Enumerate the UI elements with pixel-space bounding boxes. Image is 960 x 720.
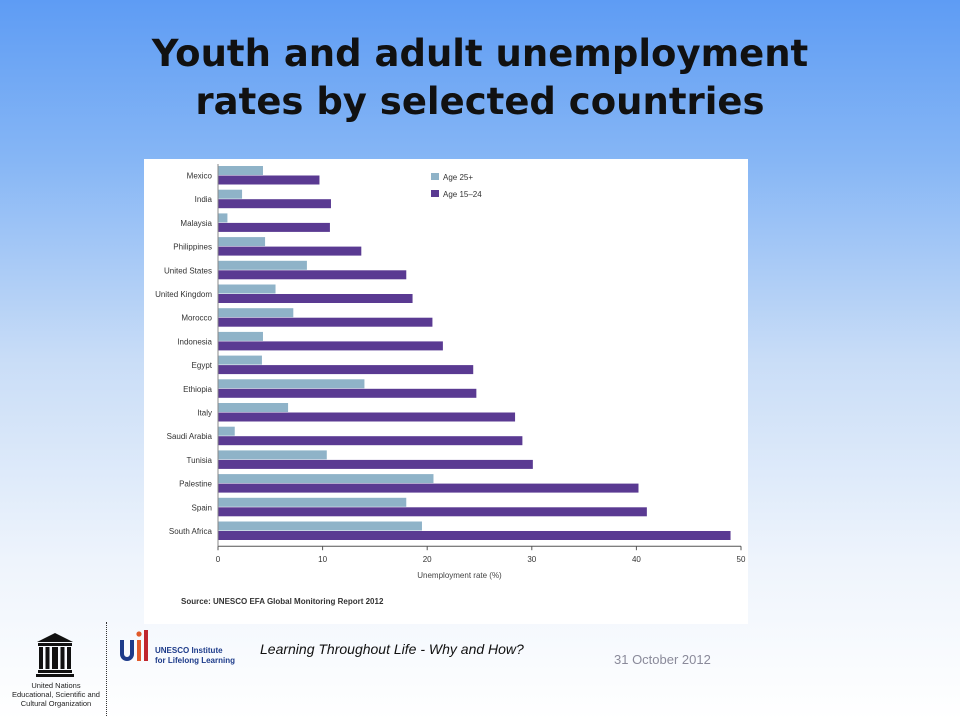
bar-age-25-plus [218, 260, 307, 270]
chart-source-note: Source: UNESCO EFA Global Monitoring Rep… [181, 597, 384, 606]
bar-age-25-plus [218, 426, 235, 436]
bar-age-15-24 [218, 317, 433, 327]
bar-age-15-24 [218, 199, 331, 209]
bar-age-25-plus [218, 474, 434, 484]
bar-age-25-plus [218, 497, 407, 507]
category-label: Saudi Arabia [167, 432, 213, 441]
bar-age-15-24 [218, 270, 407, 280]
bar-age-25-plus [218, 450, 327, 460]
uil-name-line: UNESCO Institute [155, 646, 223, 655]
bar-age-25-plus [218, 355, 262, 365]
unesco-name: United Nations Educational, Scientific a… [6, 681, 106, 708]
unesco-name-line: Cultural Organization [20, 699, 92, 708]
bar-age-25-plus [218, 189, 243, 199]
category-label: India [195, 195, 213, 204]
x-axis-label: Unemployment rate (%) [417, 571, 502, 580]
bar-age-25-plus [218, 284, 276, 294]
x-tick-label: 30 [527, 555, 536, 564]
category-label: United States [164, 266, 212, 275]
x-tick-label: 50 [737, 555, 746, 564]
bar-age-15-24 [218, 388, 477, 398]
chart-legend: Age 25+ Age 15–24 [431, 173, 482, 199]
bar-age-15-24 [218, 459, 533, 469]
bar-age-15-24 [218, 412, 516, 422]
bar-age-25-plus [218, 379, 365, 389]
footer-divider [106, 622, 107, 716]
category-label: Italy [197, 409, 212, 418]
unesco-name-line: United Nations [31, 681, 81, 690]
legend-swatch [431, 190, 439, 197]
legend-label: Age 25+ [443, 173, 473, 182]
category-label: Egypt [192, 361, 213, 370]
x-tick-label: 10 [318, 555, 327, 564]
category-label: Palestine [179, 480, 212, 489]
category-label: Mexico [187, 172, 213, 181]
bar-age-25-plus [218, 237, 266, 247]
category-label: United Kingdom [155, 290, 212, 299]
slide-title-line-1: Youth and adult unemployment [151, 32, 809, 75]
uil-name-line: for Lifelong Learning [155, 656, 235, 665]
legend-label: Age 15–24 [443, 190, 482, 199]
slide-title-line-2: rates by selected countries [195, 80, 765, 123]
footer-date: 31 October 2012 [614, 652, 711, 667]
bar-age-15-24 [218, 531, 731, 540]
bar-age-25-plus [218, 213, 228, 223]
bar-age-15-24 [218, 222, 330, 232]
category-label: Ethiopia [183, 385, 212, 394]
slide-title: Youth and adult unemployment rates by se… [0, 30, 960, 126]
bar-age-15-24 [218, 483, 639, 493]
category-label: Tunisia [187, 456, 213, 465]
footer-caption: Learning Throughout Life - Why and How? [260, 641, 524, 657]
x-tick-label: 0 [216, 555, 221, 564]
uil-logo [117, 628, 157, 673]
bar-age-15-24 [218, 436, 523, 446]
x-tick-label: 40 [632, 555, 641, 564]
category-label: Indonesia [177, 337, 212, 346]
bar-age-15-24 [218, 507, 647, 517]
bar-age-15-24 [218, 365, 474, 375]
uil-name: UNESCO Institute for Lifelong Learning [155, 646, 245, 666]
bar-age-25-plus [218, 521, 422, 531]
unesco-logo [36, 632, 74, 683]
bar-age-25-plus [218, 331, 263, 341]
category-label: Spain [192, 503, 212, 512]
category-label: Morocco [181, 314, 212, 323]
category-label: Philippines [173, 243, 212, 252]
chart-panel: Mexico India Malaysia Philippines United Sta… [144, 159, 748, 624]
bar-chart: Mexico India Malaysia Philippines United Sta… [155, 164, 746, 606]
bar-age-25-plus [218, 308, 294, 318]
unesco-name-line: Educational, Scientific and [12, 690, 100, 699]
x-tick-label: 20 [423, 555, 432, 564]
bar-age-15-24 [218, 246, 362, 256]
category-label: Malaysia [180, 219, 212, 228]
bar-age-25-plus [218, 403, 289, 412]
bar-age-15-24 [218, 175, 320, 185]
bar-age-15-24 [218, 341, 443, 351]
bar-age-15-24 [218, 294, 413, 303]
category-label: South Africa [169, 527, 213, 536]
bar-age-25-plus [218, 166, 263, 175]
legend-swatch [431, 173, 439, 180]
